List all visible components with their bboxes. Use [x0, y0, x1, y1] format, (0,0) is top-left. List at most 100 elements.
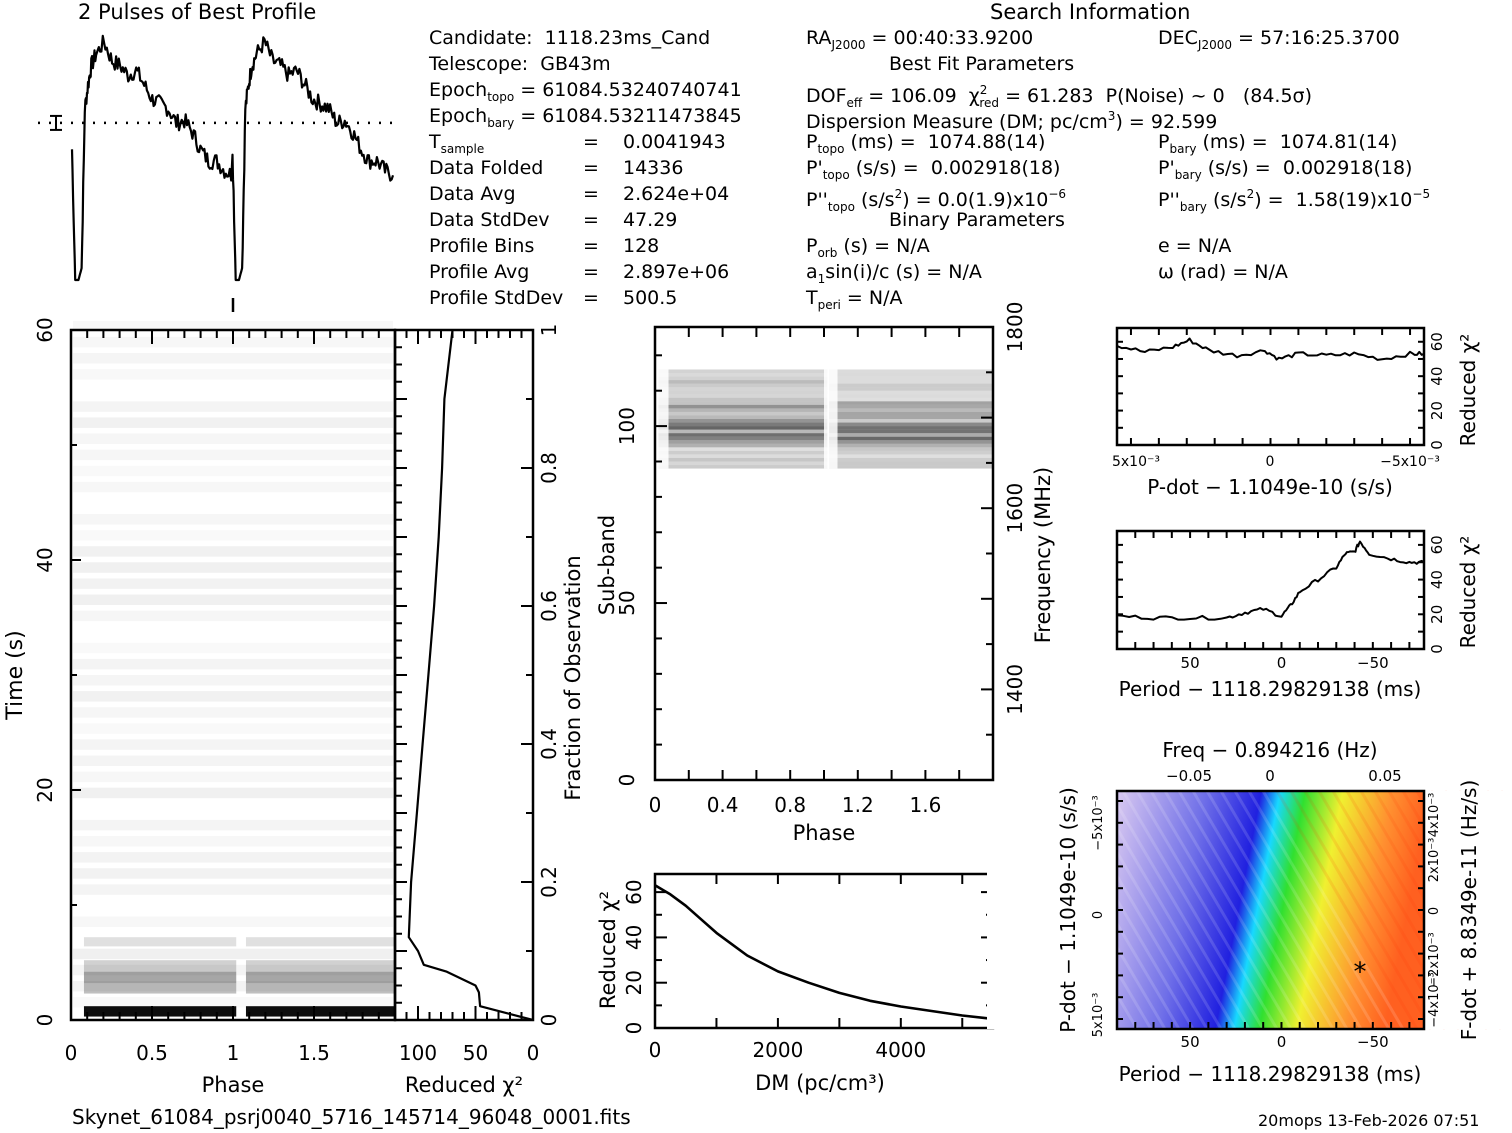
subband-row	[829, 419, 993, 423]
tick-label: −50	[1357, 1033, 1389, 1051]
subband-row	[658, 394, 828, 398]
info-row-value: 2.897e+06	[623, 261, 730, 283]
subband-row	[658, 433, 828, 437]
subband-row	[658, 461, 828, 466]
dm-label: Dispersion Measure (DM; pc/cm	[806, 111, 1108, 133]
omega-value: N/A	[1254, 261, 1288, 283]
telescope-value: GB43m	[540, 53, 611, 75]
equals-sign: =	[583, 183, 599, 205]
info-row-value: 500.5	[623, 287, 678, 309]
plot-frame	[393, 328, 535, 1022]
candidate-row: Candidate: 1118.23ms_Cand	[429, 27, 710, 49]
y-axis-label: Reduced χ²	[1456, 536, 1480, 649]
chi2-vs-pdot-line	[1116, 337, 1425, 361]
subband-row	[829, 450, 993, 455]
subband-row	[829, 457, 993, 462]
dm-value: 92.599	[1150, 111, 1218, 133]
chi2-vs-dm-line	[654, 884, 994, 1021]
time-row	[73, 401, 393, 412]
y-axis-label: Fraction of Observation	[561, 555, 585, 800]
time-row	[73, 353, 393, 364]
time-row	[73, 369, 393, 380]
telescope-row: Telescope: GB43m	[429, 53, 611, 75]
y2-axis-label: F-dot + 8.8349e-11 (Hz/s)	[1457, 780, 1481, 1041]
time-row	[73, 787, 393, 799]
tick-label: 2000	[752, 1038, 803, 1062]
heatmap-stripe	[1163, 790, 1307, 1030]
info-row-value: 14336	[623, 157, 684, 179]
a1sini-value: N/A	[948, 261, 982, 283]
chi2-vs-period-line	[1116, 540, 1425, 621]
tick-label: 0.05	[1368, 767, 1401, 785]
info-row: Profile Bins	[429, 235, 534, 257]
subband-row	[658, 397, 828, 402]
x-axis-label: Reduced χ²	[405, 1073, 523, 1097]
time-row-strong	[245, 937, 395, 947]
time-row	[73, 530, 393, 541]
info-row: Profile Avg	[429, 261, 529, 283]
tick-label: 100	[399, 1041, 437, 1065]
tick-label: 1600	[1003, 483, 1027, 534]
heatmap-stripe	[1289, 790, 1433, 1030]
subband-row	[658, 369, 828, 374]
equals-sign: =	[583, 287, 599, 309]
subband-phase-plot: 00.40.81.21.62050100140016001800PhaseSub…	[595, 302, 1055, 845]
tick-label: −2x10⁻³	[1427, 932, 1442, 987]
porb-row: Porb (s) = N/A	[806, 235, 930, 260]
time-row	[73, 482, 393, 493]
heatmap-stripe	[1303, 790, 1447, 1030]
subband-row	[829, 380, 993, 384]
time-row	[73, 723, 393, 734]
dm-row: Dispersion Measure (DM; pc/cm3) = 92.599	[806, 109, 1218, 133]
a1sini-row: a1sin(i)/c (s) = N/A	[806, 261, 982, 286]
x-axis-label: Phase	[202, 1073, 265, 1097]
x2-axis-label: Freq − 0.894216 (Hz)	[1162, 738, 1377, 762]
time-row	[73, 434, 393, 445]
subband-row	[658, 457, 828, 462]
subband-row	[658, 415, 828, 420]
dec-value: 57:16:25.3700	[1259, 27, 1400, 49]
tick-label: 0.6	[537, 590, 561, 622]
tick-label: 0.8	[537, 452, 561, 484]
time-row	[73, 948, 393, 960]
dip-gap	[655, 369, 669, 469]
tick-label: 20	[33, 777, 57, 802]
info-row: Data Avg	[429, 183, 516, 205]
time-row	[73, 772, 393, 783]
info-row-value: 0.0041943	[623, 131, 726, 153]
time-row	[73, 417, 393, 428]
time-row	[73, 594, 393, 605]
tick-label: 0	[1091, 911, 1106, 919]
profile-title: 2 Pulses of Best Profile	[78, 0, 317, 24]
subband-row	[829, 383, 993, 388]
search-info-title: Search Information	[990, 0, 1191, 24]
subband-row	[829, 447, 993, 451]
x-axis-label: Phase	[793, 821, 856, 845]
tick-label: −50	[1357, 654, 1389, 672]
candidate-value: 1118.23ms_Cand	[544, 27, 711, 49]
info-row-value: 128	[623, 235, 660, 257]
subband-row	[829, 433, 993, 437]
tick-label: 0.4	[537, 728, 561, 760]
time-row	[73, 917, 393, 928]
subband-row	[829, 415, 993, 420]
tick-label: 20	[1428, 605, 1446, 624]
tick-label: 0	[622, 1022, 646, 1035]
subband-row	[658, 373, 828, 377]
subband-row	[829, 429, 993, 434]
heatmap-stripe	[1275, 790, 1419, 1030]
dof-row: DOFeff = 106.09 χ2red = 61.283 P(Noise) …	[806, 83, 1312, 110]
pdot-topo-row: P'topo (s/s) = 0.002918(18)	[806, 157, 1061, 182]
heatmap-stripe	[1261, 790, 1405, 1030]
tick-label: −4x10⁻³	[1427, 972, 1442, 1027]
info-row-label: Profile Avg	[429, 261, 530, 283]
time-row-strong	[83, 960, 237, 972]
tick-label: 1	[537, 324, 561, 337]
subband-row	[829, 411, 993, 416]
equals-sign: =	[583, 157, 599, 179]
time-row	[73, 755, 393, 766]
tick-label: 0	[33, 1014, 57, 1027]
heatmap-bg	[71, 330, 395, 1020]
pddot-bary-exp: −5	[1412, 187, 1431, 201]
